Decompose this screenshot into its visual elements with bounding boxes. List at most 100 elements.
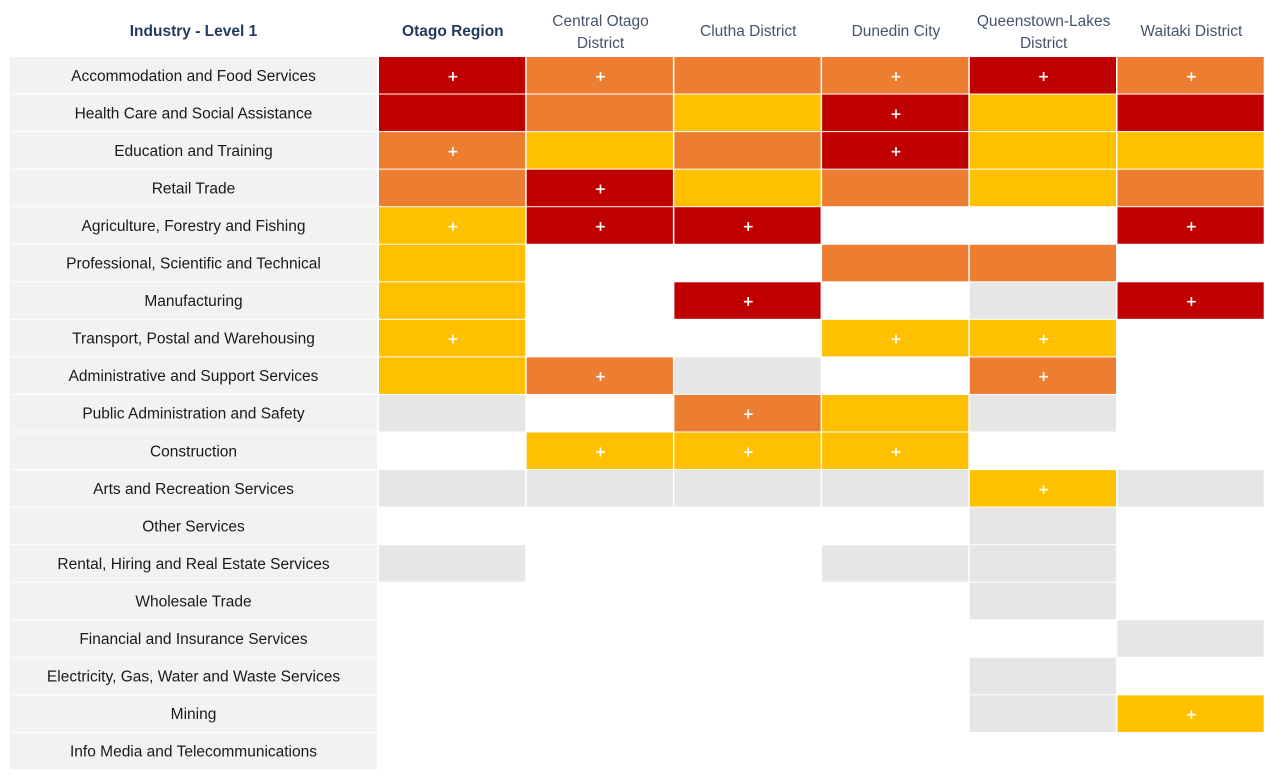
plus-marker: + bbox=[595, 369, 607, 385]
heatmap-cell bbox=[526, 657, 673, 695]
heatmap-cell bbox=[822, 545, 969, 582]
heatmap-cell bbox=[526, 207, 673, 244]
plus-marker: + bbox=[595, 181, 607, 197]
heatmap-cell bbox=[969, 357, 1116, 394]
heatmap-cell bbox=[822, 507, 969, 545]
heatmap-cell bbox=[822, 470, 969, 507]
plus-marker: + bbox=[890, 444, 902, 460]
column-header-line: District bbox=[1020, 35, 1068, 52]
row-label-bg bbox=[10, 282, 377, 319]
heatmap-cell bbox=[1117, 582, 1264, 620]
plus-marker: + bbox=[1038, 482, 1050, 498]
row-label: Financial and Insurance Services bbox=[79, 631, 308, 648]
plus-marker: + bbox=[595, 69, 607, 85]
heatmap-cell bbox=[379, 94, 526, 132]
heatmap-cell bbox=[1117, 94, 1264, 132]
heatmap-cell bbox=[969, 169, 1116, 207]
heatmap-cell bbox=[969, 94, 1116, 132]
row-label: Retail Trade bbox=[152, 180, 236, 197]
heatmap-cell bbox=[674, 282, 821, 319]
heatmap-cell bbox=[379, 432, 526, 470]
heatmap-cell bbox=[674, 507, 821, 545]
plus-marker: + bbox=[890, 332, 902, 348]
row-label-bg bbox=[10, 207, 377, 244]
heatmap-cell bbox=[526, 732, 673, 770]
heatmap-cell bbox=[526, 94, 673, 132]
heatmap-cell bbox=[526, 57, 673, 94]
plus-marker: + bbox=[742, 294, 754, 310]
row-label: Manufacturing bbox=[144, 293, 242, 310]
heatmap-cell bbox=[1117, 657, 1264, 695]
row-label-bg bbox=[10, 732, 377, 770]
plus-marker: + bbox=[447, 69, 459, 85]
plus-marker: + bbox=[447, 144, 459, 160]
heatmap-cell bbox=[674, 657, 821, 695]
heatmap-cell bbox=[674, 319, 821, 357]
heatmap-cell bbox=[379, 470, 526, 507]
heatmap-cell bbox=[526, 432, 673, 470]
heatmap-cell bbox=[379, 244, 526, 282]
heatmap-cell bbox=[526, 282, 673, 319]
heatmap-cell bbox=[1117, 695, 1264, 732]
heatmap-cell bbox=[822, 657, 969, 695]
plus-marker: + bbox=[595, 219, 607, 235]
plus-marker: + bbox=[1038, 69, 1050, 85]
row-label: Mining bbox=[171, 706, 217, 723]
heatmap-cell bbox=[822, 57, 969, 94]
row-label-bg bbox=[10, 94, 377, 132]
heatmap-cell bbox=[526, 695, 673, 732]
row-label-bg bbox=[10, 244, 377, 282]
heatmap-cell bbox=[822, 732, 969, 770]
heatmap-cell bbox=[1117, 620, 1264, 657]
row-label-bg bbox=[10, 432, 377, 470]
heatmap-cell bbox=[822, 695, 969, 732]
heatmap-cell bbox=[822, 282, 969, 319]
heatmap-cell bbox=[379, 132, 526, 169]
plus-marker: + bbox=[890, 106, 902, 122]
plus-marker: + bbox=[1038, 369, 1050, 385]
heatmap-cell bbox=[379, 394, 526, 432]
heatmap-cell bbox=[674, 57, 821, 94]
heatmap-cell bbox=[969, 545, 1116, 582]
heatmap-cell bbox=[822, 394, 969, 432]
row-label: Construction bbox=[150, 443, 237, 460]
heatmap-cell bbox=[526, 319, 673, 357]
heatmap-cell bbox=[674, 432, 821, 470]
heatmap-cell bbox=[526, 244, 673, 282]
heatmap-cell bbox=[379, 207, 526, 244]
heatmap-cell bbox=[674, 695, 821, 732]
heatmap-cell bbox=[969, 432, 1116, 470]
heatmap-cell bbox=[822, 132, 969, 169]
plus-marker: + bbox=[1185, 69, 1197, 85]
row-label: Other Services bbox=[142, 518, 245, 535]
plus-marker: + bbox=[890, 144, 902, 160]
heatmap-cell bbox=[379, 57, 526, 94]
heatmap-cell bbox=[969, 657, 1116, 695]
row-label-bg bbox=[10, 132, 377, 169]
heatmap-cell bbox=[674, 470, 821, 507]
row-label: Info Media and Telecommunications bbox=[70, 744, 317, 761]
column-header-5: Queenstown-Lakes District bbox=[977, 13, 1111, 52]
plus-marker: + bbox=[1185, 294, 1197, 310]
heatmap-cell bbox=[379, 507, 526, 545]
column-header-line: District bbox=[577, 35, 625, 52]
heatmap-cell bbox=[526, 545, 673, 582]
heatmap-cell bbox=[379, 545, 526, 582]
column-header-6: Waitaki District bbox=[1140, 23, 1243, 40]
row-label: Agriculture, Forestry and Fishing bbox=[82, 218, 306, 235]
heatmap-cell bbox=[379, 282, 526, 319]
heatmap-cell bbox=[674, 207, 821, 244]
heatmap-cell bbox=[674, 582, 821, 620]
row-label-bg bbox=[10, 319, 377, 357]
heatmap-cell bbox=[379, 582, 526, 620]
heatmap-cell bbox=[1117, 732, 1264, 770]
heatmap-cell bbox=[969, 244, 1116, 282]
heatmap-cell bbox=[1117, 282, 1264, 319]
heatmap-cell bbox=[379, 657, 526, 695]
heatmap-cell bbox=[969, 620, 1116, 657]
column-header-2: Central Otago District bbox=[552, 13, 649, 52]
column-header-line: Queenstown-Lakes bbox=[977, 13, 1111, 30]
heatmap-cell bbox=[969, 132, 1116, 169]
column-header-4: Dunedin City bbox=[852, 23, 941, 40]
